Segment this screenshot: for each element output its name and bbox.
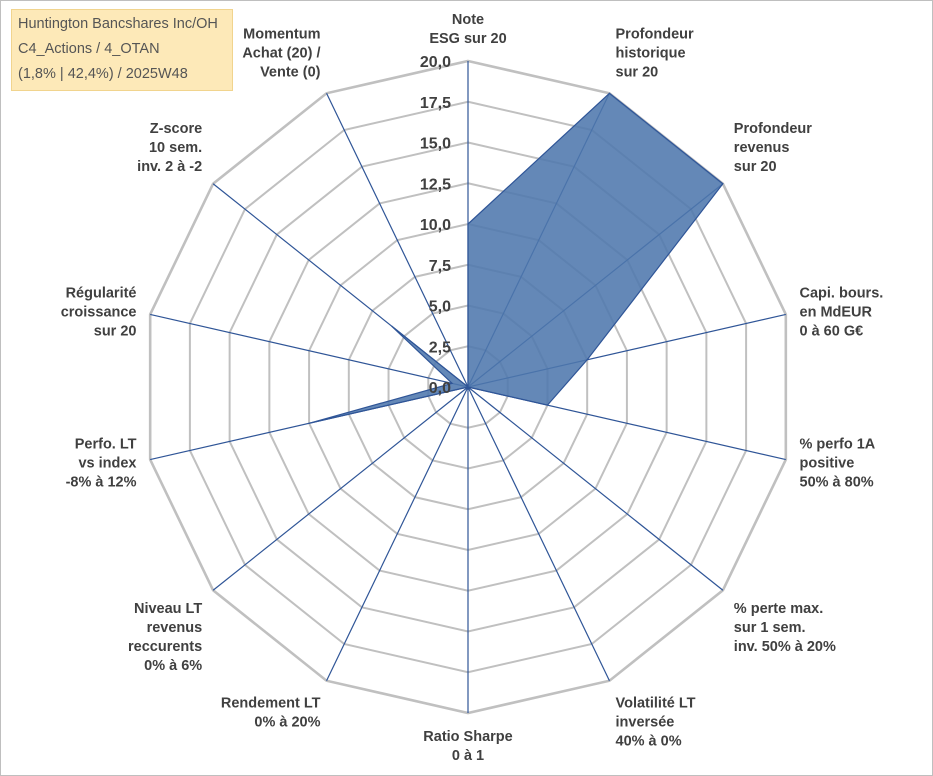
axis-label-line: sur 20 — [94, 323, 137, 339]
tick-label: 15,0 — [420, 136, 451, 153]
axis-label-line: Note — [452, 12, 484, 28]
axis-label-line: Niveau LT — [134, 601, 202, 617]
axis-label-line: 0% à 20% — [254, 714, 320, 730]
axis-label: % perte max. sur 1 sem. inv. 50% à 20% — [734, 601, 836, 655]
axis-spoke — [467, 386, 724, 591]
info-category: C4_Actions / 4_OTAN — [18, 41, 160, 57]
axis-spoke — [212, 386, 469, 591]
axis-label-line: Volatilité LT — [616, 695, 696, 711]
radar-series — [308, 92, 724, 424]
axis-label-line: reccurents — [128, 639, 202, 655]
axis-label-line: vs index — [78, 456, 136, 472]
axis-label-line: sur 1 sem. — [734, 620, 806, 636]
series-area — [308, 92, 724, 424]
axis-label-line: inv. 2 à -2 — [137, 159, 202, 175]
axis-label-line: Ratio Sharpe — [423, 729, 512, 745]
axis-label: Volatilité LT inversée 40% à 0% — [616, 695, 696, 749]
axis-label-line: 0 à 60 G€ — [800, 323, 864, 339]
axis-spoke — [326, 93, 469, 388]
axis-label-line: Profondeur — [616, 27, 694, 43]
axis-spoke — [150, 313, 469, 388]
axis-label-line: inversée — [616, 714, 675, 730]
axis-label: Niveau LT revenus reccurents 0% à 6% — [128, 601, 202, 674]
axis-label: Profondeur revenus sur 20 — [734, 121, 812, 175]
axis-label-line: % perfo 1A — [800, 437, 876, 453]
axis-label-line: revenus — [734, 140, 790, 156]
axis-label-line: Rendement LT — [221, 695, 321, 711]
info-stats-week: (1,8% | 42,4%) / 2025W48 — [18, 66, 188, 82]
tick-label: 17,5 — [420, 95, 451, 112]
axis-label-line: 0% à 6% — [144, 658, 202, 674]
axis-label: Perfo. LT vs index -8% à 12% — [66, 437, 137, 491]
axis-label: Ratio Sharpe 0 à 1 — [423, 729, 512, 764]
axis-label-line: Perfo. LT — [75, 437, 137, 453]
axis-label-line: Capi. bours. — [800, 285, 884, 301]
info-company-name: Huntington Bancshares Inc/OH — [18, 16, 218, 32]
axis-label: Régularité croissance sur 20 — [61, 285, 137, 339]
tick-label: 12,5 — [420, 176, 451, 193]
axis-label-line: historique — [616, 46, 686, 62]
axis-label-line: sur 20 — [734, 159, 777, 175]
radar-axis-labels: Note ESG sur 20 Profondeur historique sur 20… — [61, 12, 884, 764]
axis-label-line: Régularité — [66, 285, 137, 301]
axis-label-line: % perte max. — [734, 601, 823, 617]
axis-label-line: 40% à 0% — [616, 733, 682, 749]
axis-label-line: 10 sem. — [149, 140, 202, 156]
axis-spoke — [326, 386, 469, 681]
axis-label: Rendement LT 0% à 20% — [221, 695, 321, 730]
axis-label-line: Vente (0) — [260, 65, 321, 81]
axis-label: Note ESG sur 20 — [429, 12, 506, 47]
axis-label-line: croissance — [61, 304, 137, 320]
tick-label: 0,0 — [429, 380, 451, 397]
tick-label: 2,5 — [429, 339, 451, 356]
axis-label-line: Momentum — [243, 27, 320, 43]
axis-label-line: 50% à 80% — [800, 475, 874, 491]
axis-label-line: Z-score — [150, 121, 202, 137]
axis-label: Capi. bours. en MdEUR 0 à 60 G€ — [800, 285, 884, 339]
axis-label-line: Achat (20) / — [242, 46, 320, 62]
tick-label: 5,0 — [429, 299, 451, 316]
axis-label: Momentum Achat (20) / Vente (0) — [242, 27, 320, 81]
axis-label-line: en MdEUR — [800, 304, 873, 320]
info-box: Huntington Bancshares Inc/OH C4_Actions … — [11, 9, 233, 91]
tick-label: 7,5 — [429, 258, 451, 275]
axis-label: Z-score 10 sem. inv. 2 à -2 — [137, 121, 202, 175]
axis-label-line: positive — [800, 456, 855, 472]
tick-label: 20,0 — [420, 54, 451, 71]
axis-label: Profondeur historique sur 20 — [616, 27, 694, 81]
axis-label-line: Profondeur — [734, 121, 812, 137]
radar-tick-labels: 0,0 2,5 5,0 7,5 10,0 12,5 15,0 17,5 20,0 — [420, 54, 451, 397]
axis-label-line: revenus — [147, 620, 203, 636]
axis-label-line: -8% à 12% — [66, 475, 137, 491]
axis-label-line: ESG sur 20 — [429, 31, 506, 47]
axis-label: % perfo 1A positive 50% à 80% — [800, 437, 876, 491]
tick-label: 10,0 — [420, 217, 451, 234]
axis-spoke — [467, 386, 610, 681]
axis-label-line: inv. 50% à 20% — [734, 639, 836, 655]
axis-label-line: 0 à 1 — [452, 748, 484, 764]
axis-label-line: sur 20 — [616, 65, 659, 81]
